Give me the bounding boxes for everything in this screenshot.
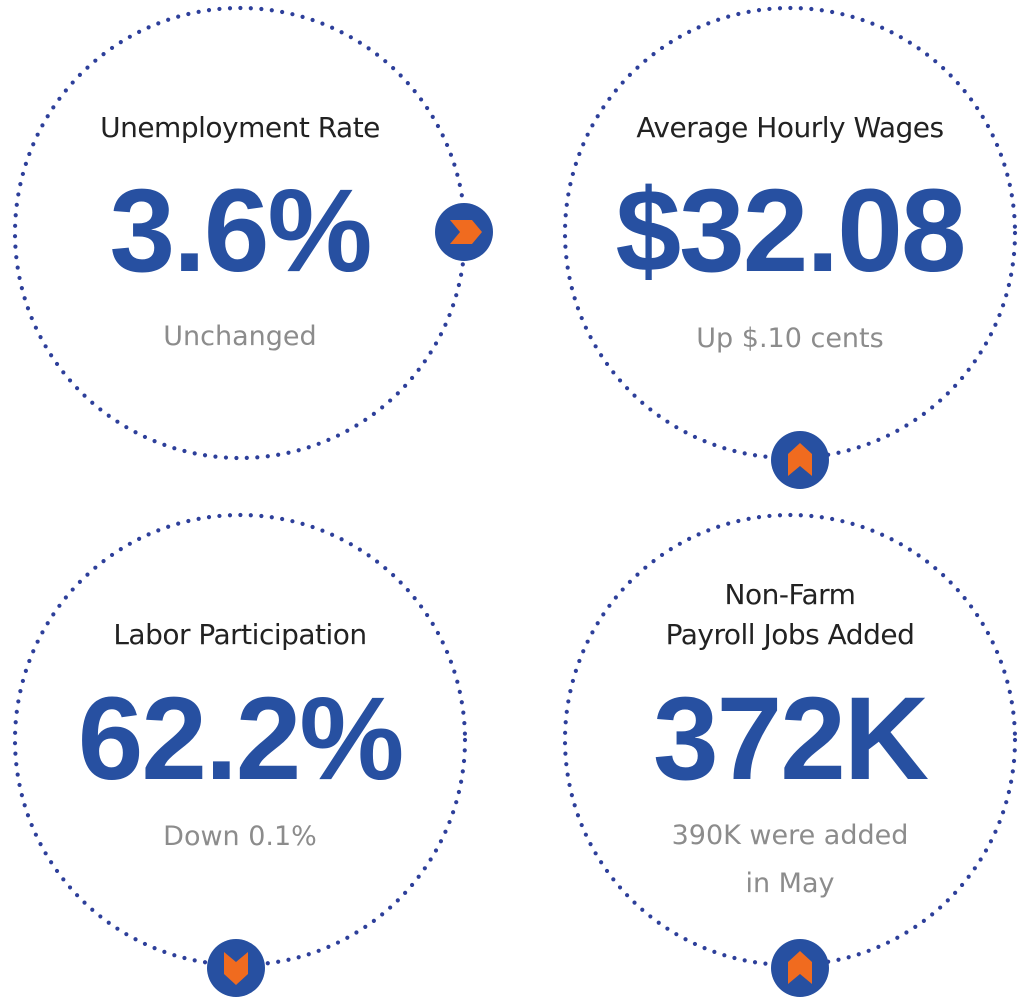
stat-title: Labor Participation — [113, 618, 367, 651]
ring-wages — [562, 5, 1018, 461]
stat-title-line2: Payroll Jobs Added — [665, 618, 915, 651]
stat-value: $32.08 — [615, 165, 967, 297]
ring-payroll — [562, 512, 1018, 968]
arrow-up-icon — [771, 939, 829, 997]
arrow-down-icon — [207, 939, 265, 997]
stat-change: Unchanged — [163, 321, 317, 352]
stat-card-payroll: Non-Farm Payroll Jobs Added 372K 390K we… — [585, 500, 995, 970]
stat-change-line1: 390K were added — [671, 820, 909, 851]
stat-card-wages: Average Hourly Wages $32.08 Up $.10 cent… — [580, 0, 1000, 470]
stat-title: Average Hourly Wages — [636, 111, 944, 144]
arrow-up-icon — [771, 431, 829, 489]
stat-change: Up $.10 cents — [696, 323, 884, 354]
arrow-right-icon — [435, 203, 493, 261]
stat-change-line2: in May — [745, 868, 835, 899]
stat-value: 62.2% — [77, 673, 405, 805]
stat-card-participation: Labor Participation 62.2% Down 0.1% — [35, 500, 445, 970]
stat-title-line1: Non-Farm — [724, 578, 856, 611]
stat-change: Down 0.1% — [163, 821, 317, 852]
stat-card-unemployment: Unemployment Rate 3.6% Unchanged — [40, 0, 440, 470]
stat-title: Unemployment Rate — [100, 111, 380, 144]
ring-participation — [12, 512, 468, 968]
stat-value: 3.6% — [109, 165, 373, 297]
stat-value: 372K — [652, 673, 929, 805]
